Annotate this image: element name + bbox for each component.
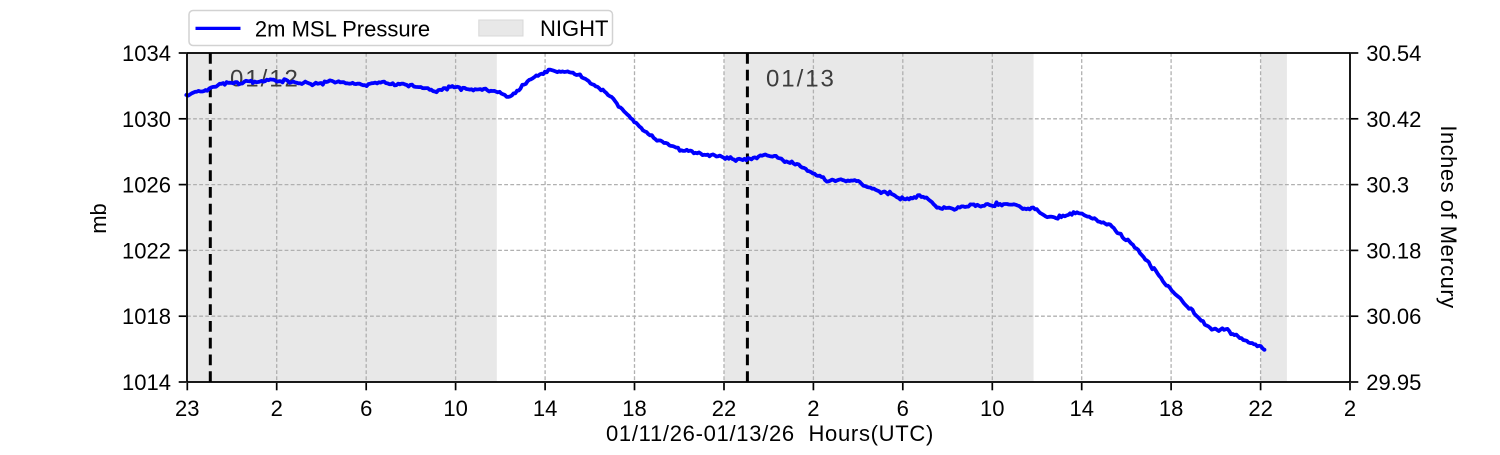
svg-text:18: 18: [1159, 396, 1183, 421]
svg-text:18: 18: [622, 396, 646, 421]
svg-text:23: 23: [175, 396, 199, 421]
svg-text:10: 10: [980, 396, 1004, 421]
svg-text:2: 2: [1344, 396, 1356, 421]
svg-text:10: 10: [443, 396, 467, 421]
svg-text:30.18: 30.18: [1366, 238, 1421, 263]
svg-text:2m MSL Pressure: 2m MSL Pressure: [255, 16, 430, 41]
svg-text:22: 22: [1248, 396, 1272, 421]
svg-text:1018: 1018: [122, 304, 171, 329]
svg-text:1034: 1034: [122, 41, 171, 66]
svg-text:6: 6: [897, 396, 909, 421]
svg-text:30.42: 30.42: [1366, 107, 1421, 132]
svg-text:1022: 1022: [122, 238, 171, 263]
svg-text:30.06: 30.06: [1366, 304, 1421, 329]
svg-text:1030: 1030: [122, 107, 171, 132]
svg-text:mb: mb: [86, 203, 111, 234]
svg-text:2: 2: [807, 396, 819, 421]
svg-text:22: 22: [712, 396, 736, 421]
svg-text:1026: 1026: [122, 173, 171, 198]
svg-text:Inches of Mercury: Inches of Mercury: [1436, 125, 1461, 308]
svg-text:2: 2: [271, 396, 283, 421]
svg-text:14: 14: [1069, 396, 1093, 421]
svg-text:30.3: 30.3: [1366, 173, 1409, 198]
svg-text:01/11/26-01/13/26 Hours(UTC): 01/11/26-01/13/26 Hours(UTC): [606, 421, 934, 446]
svg-text:29.95: 29.95: [1366, 370, 1421, 395]
svg-text:14: 14: [533, 396, 557, 421]
svg-text:NIGHT: NIGHT: [540, 16, 608, 41]
svg-text:30.54: 30.54: [1366, 41, 1421, 66]
svg-text:6: 6: [360, 396, 372, 421]
svg-text:1014: 1014: [122, 370, 171, 395]
svg-text:01/13: 01/13: [766, 66, 836, 93]
